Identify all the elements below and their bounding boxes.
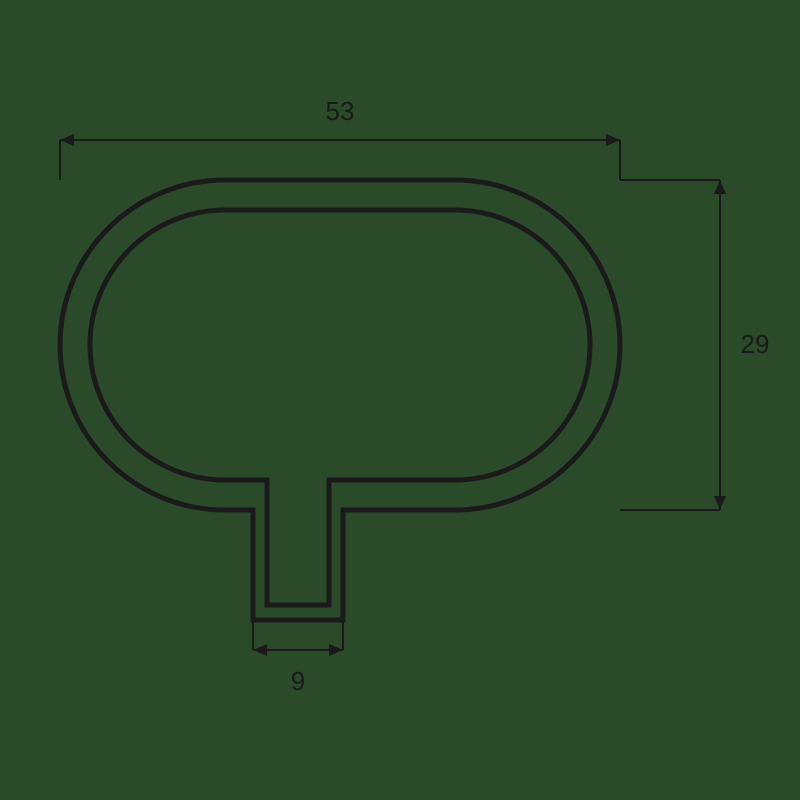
arrowhead (606, 134, 620, 146)
arrowhead (60, 134, 74, 146)
dim-tab-label: 9 (291, 666, 305, 696)
arrowhead (714, 496, 726, 510)
arrowhead (253, 644, 267, 656)
outline-outer (60, 180, 620, 620)
dim-width-label: 53 (326, 96, 355, 126)
dim-height-label: 29 (741, 329, 770, 359)
arrowhead (329, 644, 343, 656)
arrowhead (714, 180, 726, 194)
outline-inner (90, 210, 590, 605)
